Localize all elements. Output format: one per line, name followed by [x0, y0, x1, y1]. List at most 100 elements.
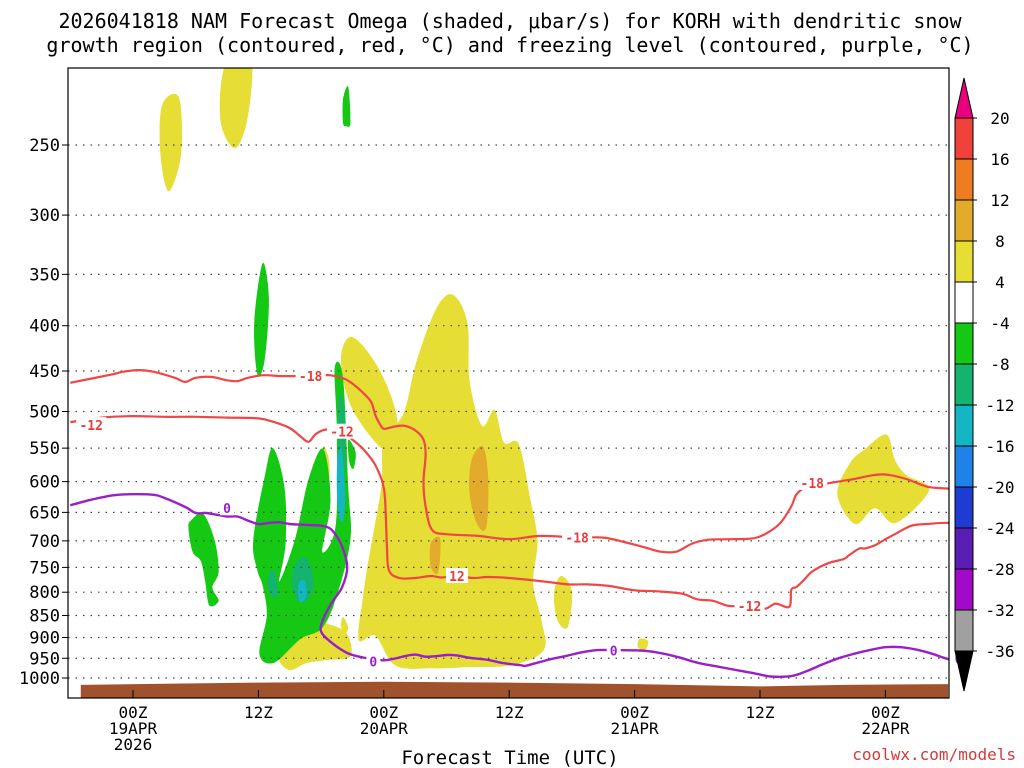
- x-tick-label: 19APR: [109, 719, 158, 738]
- x-tick-label: 00Z: [620, 703, 649, 722]
- colorbar-label: 8: [995, 232, 1005, 251]
- omega-region: [553, 575, 573, 629]
- dgz-contour-label: -12: [79, 419, 102, 434]
- colorbar-bin: [954, 240, 974, 283]
- omega-region: [267, 569, 279, 598]
- omega-region: [637, 638, 649, 650]
- dgz-contour-label-bg: [734, 597, 765, 613]
- x-tick-label: 00Z: [369, 703, 398, 722]
- omega-region: [341, 336, 398, 452]
- freezing-contour-label: 0: [610, 645, 618, 660]
- omega-region: [347, 439, 356, 469]
- dgz-contour-label-bg: [797, 474, 828, 490]
- dgz-contour-label: -18: [801, 477, 825, 492]
- colorbar-bin: [954, 363, 974, 406]
- y-tick-label: 500: [29, 403, 60, 423]
- y-tick-label: 900: [29, 628, 60, 648]
- colorbar-bin: [954, 527, 974, 570]
- colorbar-label: 16: [990, 150, 1009, 169]
- y-tick-label: 600: [29, 473, 60, 493]
- y-tick-label: 350: [29, 265, 60, 285]
- y-tick-label: 400: [29, 317, 60, 337]
- omega-region: [340, 617, 349, 635]
- colorbar-label: -16: [986, 437, 1015, 456]
- colorbar-label: -36: [986, 642, 1015, 661]
- colorbar-bin: [954, 486, 974, 529]
- credit-text: coolwx.com/models: [852, 745, 1016, 764]
- y-tick-label: 1000: [19, 669, 60, 689]
- dgz-contour-label-bg: [76, 417, 107, 433]
- y-axis-ticks: 2503003504004505005506006507007508008509…: [19, 136, 68, 689]
- dgz-contour-label: 12: [449, 570, 465, 585]
- colorbar-label: -32: [986, 601, 1015, 620]
- y-tick-label: 750: [29, 558, 60, 578]
- y-tick-label: 300: [29, 206, 60, 226]
- colorbar-label: -20: [986, 478, 1015, 497]
- dgz-contour-label-bg: [445, 568, 468, 584]
- omega-region: [291, 556, 314, 603]
- colorbar-label: -12: [986, 396, 1015, 415]
- x-tick-label: 00Z: [119, 703, 148, 722]
- chart-title-line-1: 2026041818 NAM Forecast Omega (shaded, μ…: [58, 9, 962, 33]
- dgz-contour-label: -12: [330, 426, 353, 441]
- x-tick-label: 2026: [114, 735, 153, 754]
- freezing-level-contour: [70, 492, 949, 678]
- contour-layer: [70, 369, 949, 678]
- freezing-contour-label: 0: [369, 656, 377, 671]
- y-tick-label: 850: [29, 607, 60, 627]
- colorbar: 20 16 12 8 4 -4 -8 -12 -16 -20 -24 -28 -32 -36: [954, 77, 1015, 692]
- y-tick-label: 700: [29, 532, 60, 552]
- x-tick-label: 00Z: [871, 703, 900, 722]
- dgz-contour-label-bg: [327, 423, 357, 439]
- dgz-contour-label-bg: [562, 529, 593, 545]
- colorbar-label: -24: [986, 519, 1015, 538]
- x-tick-label: 12Z: [244, 703, 273, 722]
- x-tick-label: 12Z: [495, 703, 524, 722]
- omega-region: [429, 536, 441, 575]
- colorbar-bin: [954, 322, 974, 365]
- freezing-contour-label: 0: [223, 502, 231, 517]
- y-tick-label: 800: [29, 583, 60, 603]
- omega-region: [159, 93, 183, 192]
- x-tick-label: 21APR: [611, 719, 660, 738]
- x-tick-label: 22APR: [861, 719, 910, 738]
- omega-region: [336, 448, 346, 523]
- colorbar-bin: [954, 117, 974, 160]
- x-tick-label: 20APR: [360, 719, 409, 738]
- freezing-contour-label-bg: [606, 642, 621, 658]
- y-tick-label: 450: [29, 362, 60, 382]
- colorbar-bin: [954, 158, 974, 201]
- omega-region: [469, 445, 489, 531]
- colorbar-label: 20: [990, 109, 1009, 128]
- colorbar-bin: [954, 281, 974, 324]
- colorbar-bin: [954, 609, 974, 652]
- freezing-contour-label-bg: [366, 653, 381, 669]
- dgz-contour-label: -12: [738, 600, 761, 615]
- plot-frame: [67, 67, 950, 699]
- colorbar-label: -4: [990, 314, 1009, 333]
- omega-region: [188, 512, 219, 607]
- dgz-contour-label-bg: [295, 368, 326, 384]
- omega-region: [837, 434, 930, 525]
- ground-terrain: [80, 681, 949, 698]
- dgz-contour-label: -18: [565, 532, 589, 547]
- dgz-contour: [70, 369, 949, 554]
- colorbar-label: -28: [986, 560, 1015, 579]
- colorbar-label: -8: [990, 355, 1009, 374]
- freezing-contour-label-bg: [220, 500, 235, 516]
- y-tick-label: 950: [29, 649, 60, 669]
- y-tick-label: 250: [29, 136, 60, 156]
- colorbar-bin: [954, 404, 974, 447]
- colorbar-bin: [954, 568, 974, 611]
- y-tick-label: 550: [29, 439, 60, 459]
- omega-region: [253, 262, 269, 377]
- dgz-contour: [70, 414, 949, 610]
- y-tick-label: 650: [29, 503, 60, 523]
- dgz-contour-label: -18: [299, 370, 323, 385]
- colorbar-label: 4: [995, 273, 1005, 292]
- ground-layer: [80, 681, 949, 698]
- chart-title-line-2: growth region (contoured, red, °C) and f…: [46, 33, 973, 57]
- omega-region: [342, 86, 351, 127]
